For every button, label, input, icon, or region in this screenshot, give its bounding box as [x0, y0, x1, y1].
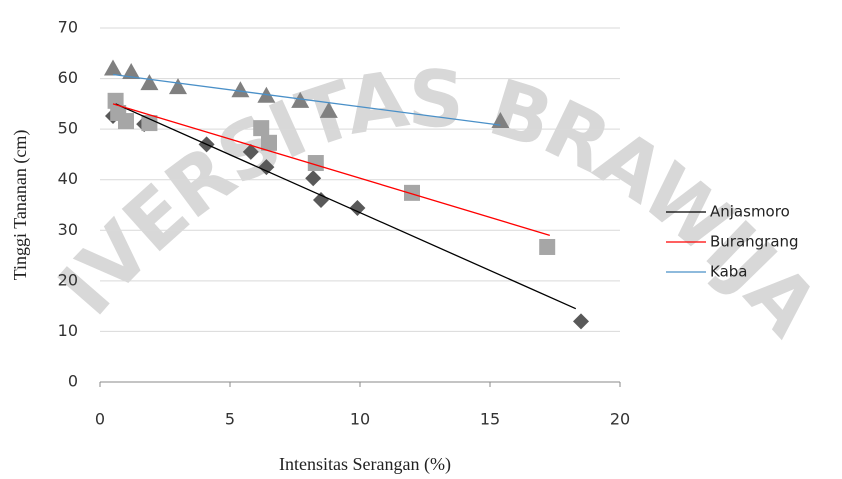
point: [305, 170, 322, 187]
point: [319, 101, 338, 118]
y-tick-label: 50: [58, 119, 78, 138]
point: [261, 134, 277, 151]
y-tick-label: 30: [58, 220, 78, 239]
y-tick-label: 70: [58, 18, 78, 37]
x-tick-label: 0: [95, 410, 105, 429]
x-tick-label: 15: [480, 410, 500, 429]
y-tick-label: 0: [68, 372, 78, 391]
trendline: [112, 73, 501, 126]
point: [104, 59, 122, 76]
x-axis-title: Intensitas Serangan (%): [279, 454, 451, 475]
point: [242, 143, 259, 160]
trendline: [112, 103, 550, 236]
y-tick-label: 60: [58, 68, 78, 87]
watermark: UNIVERSITAS BRAWIJAYA: [0, 0, 834, 353]
legend-label: Kaba: [710, 263, 747, 281]
point: [118, 113, 134, 130]
point: [307, 155, 324, 172]
watermark-text: UNIVERSITAS BRAWIJAYA: [0, 0, 834, 353]
y-axis-title: Tinggi Tananan (cm): [10, 130, 31, 281]
point: [313, 191, 329, 208]
point: [231, 81, 250, 98]
point: [258, 159, 275, 176]
point: [169, 78, 187, 95]
x-tick-label: 10: [350, 410, 370, 429]
point: [291, 91, 310, 108]
point: [539, 238, 556, 255]
point: [404, 184, 420, 201]
legend-label: Anjasmoro: [710, 203, 790, 221]
point: [253, 120, 270, 137]
point: [141, 115, 158, 132]
x-tick-label: 20: [610, 410, 630, 429]
y-tick-label: 20: [58, 270, 78, 289]
point: [122, 62, 141, 79]
point: [107, 92, 124, 109]
trendline: [115, 103, 577, 310]
point: [573, 313, 589, 330]
point: [349, 200, 366, 217]
y-tick-label: 40: [58, 169, 78, 188]
legend-label: Burangrang: [710, 233, 799, 251]
point: [140, 74, 159, 91]
x-tick-label: 5: [225, 410, 235, 429]
y-tick-label: 10: [58, 321, 78, 340]
